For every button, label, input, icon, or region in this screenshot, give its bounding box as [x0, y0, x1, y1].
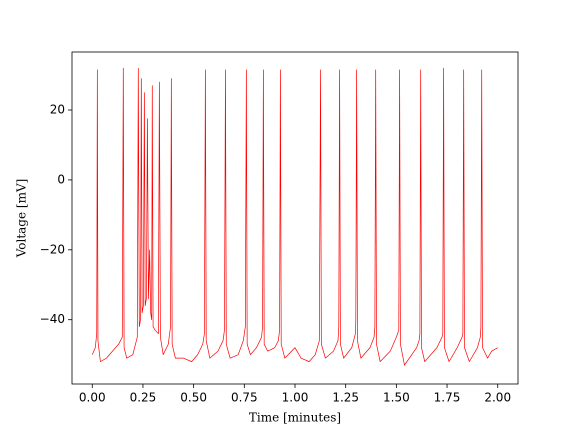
x-tick-label: 1.75: [434, 391, 461, 405]
x-tick-label: 0.75: [231, 391, 258, 405]
y-tick-label: −20: [40, 242, 65, 256]
x-tick-label: 0.00: [79, 391, 106, 405]
x-tick-label: 0.25: [130, 391, 157, 405]
x-tick-label: 2.00: [484, 391, 511, 405]
y-axis-label: Voltage [mV]: [15, 179, 29, 259]
x-axis-label: Time [minutes]: [249, 411, 341, 425]
voltage-trace: [91, 67, 498, 366]
x-tick-label: 1.00: [282, 391, 309, 405]
plot-frame: [71, 51, 519, 385]
y-tick-label: 20: [50, 103, 65, 117]
x-tick-label: 0.50: [180, 391, 207, 405]
x-tick-label: 1.50: [383, 391, 410, 405]
y-tick-label: −40: [40, 312, 65, 326]
y-tick-label: 0: [57, 172, 65, 186]
x-tick-label: 1.25: [332, 391, 359, 405]
